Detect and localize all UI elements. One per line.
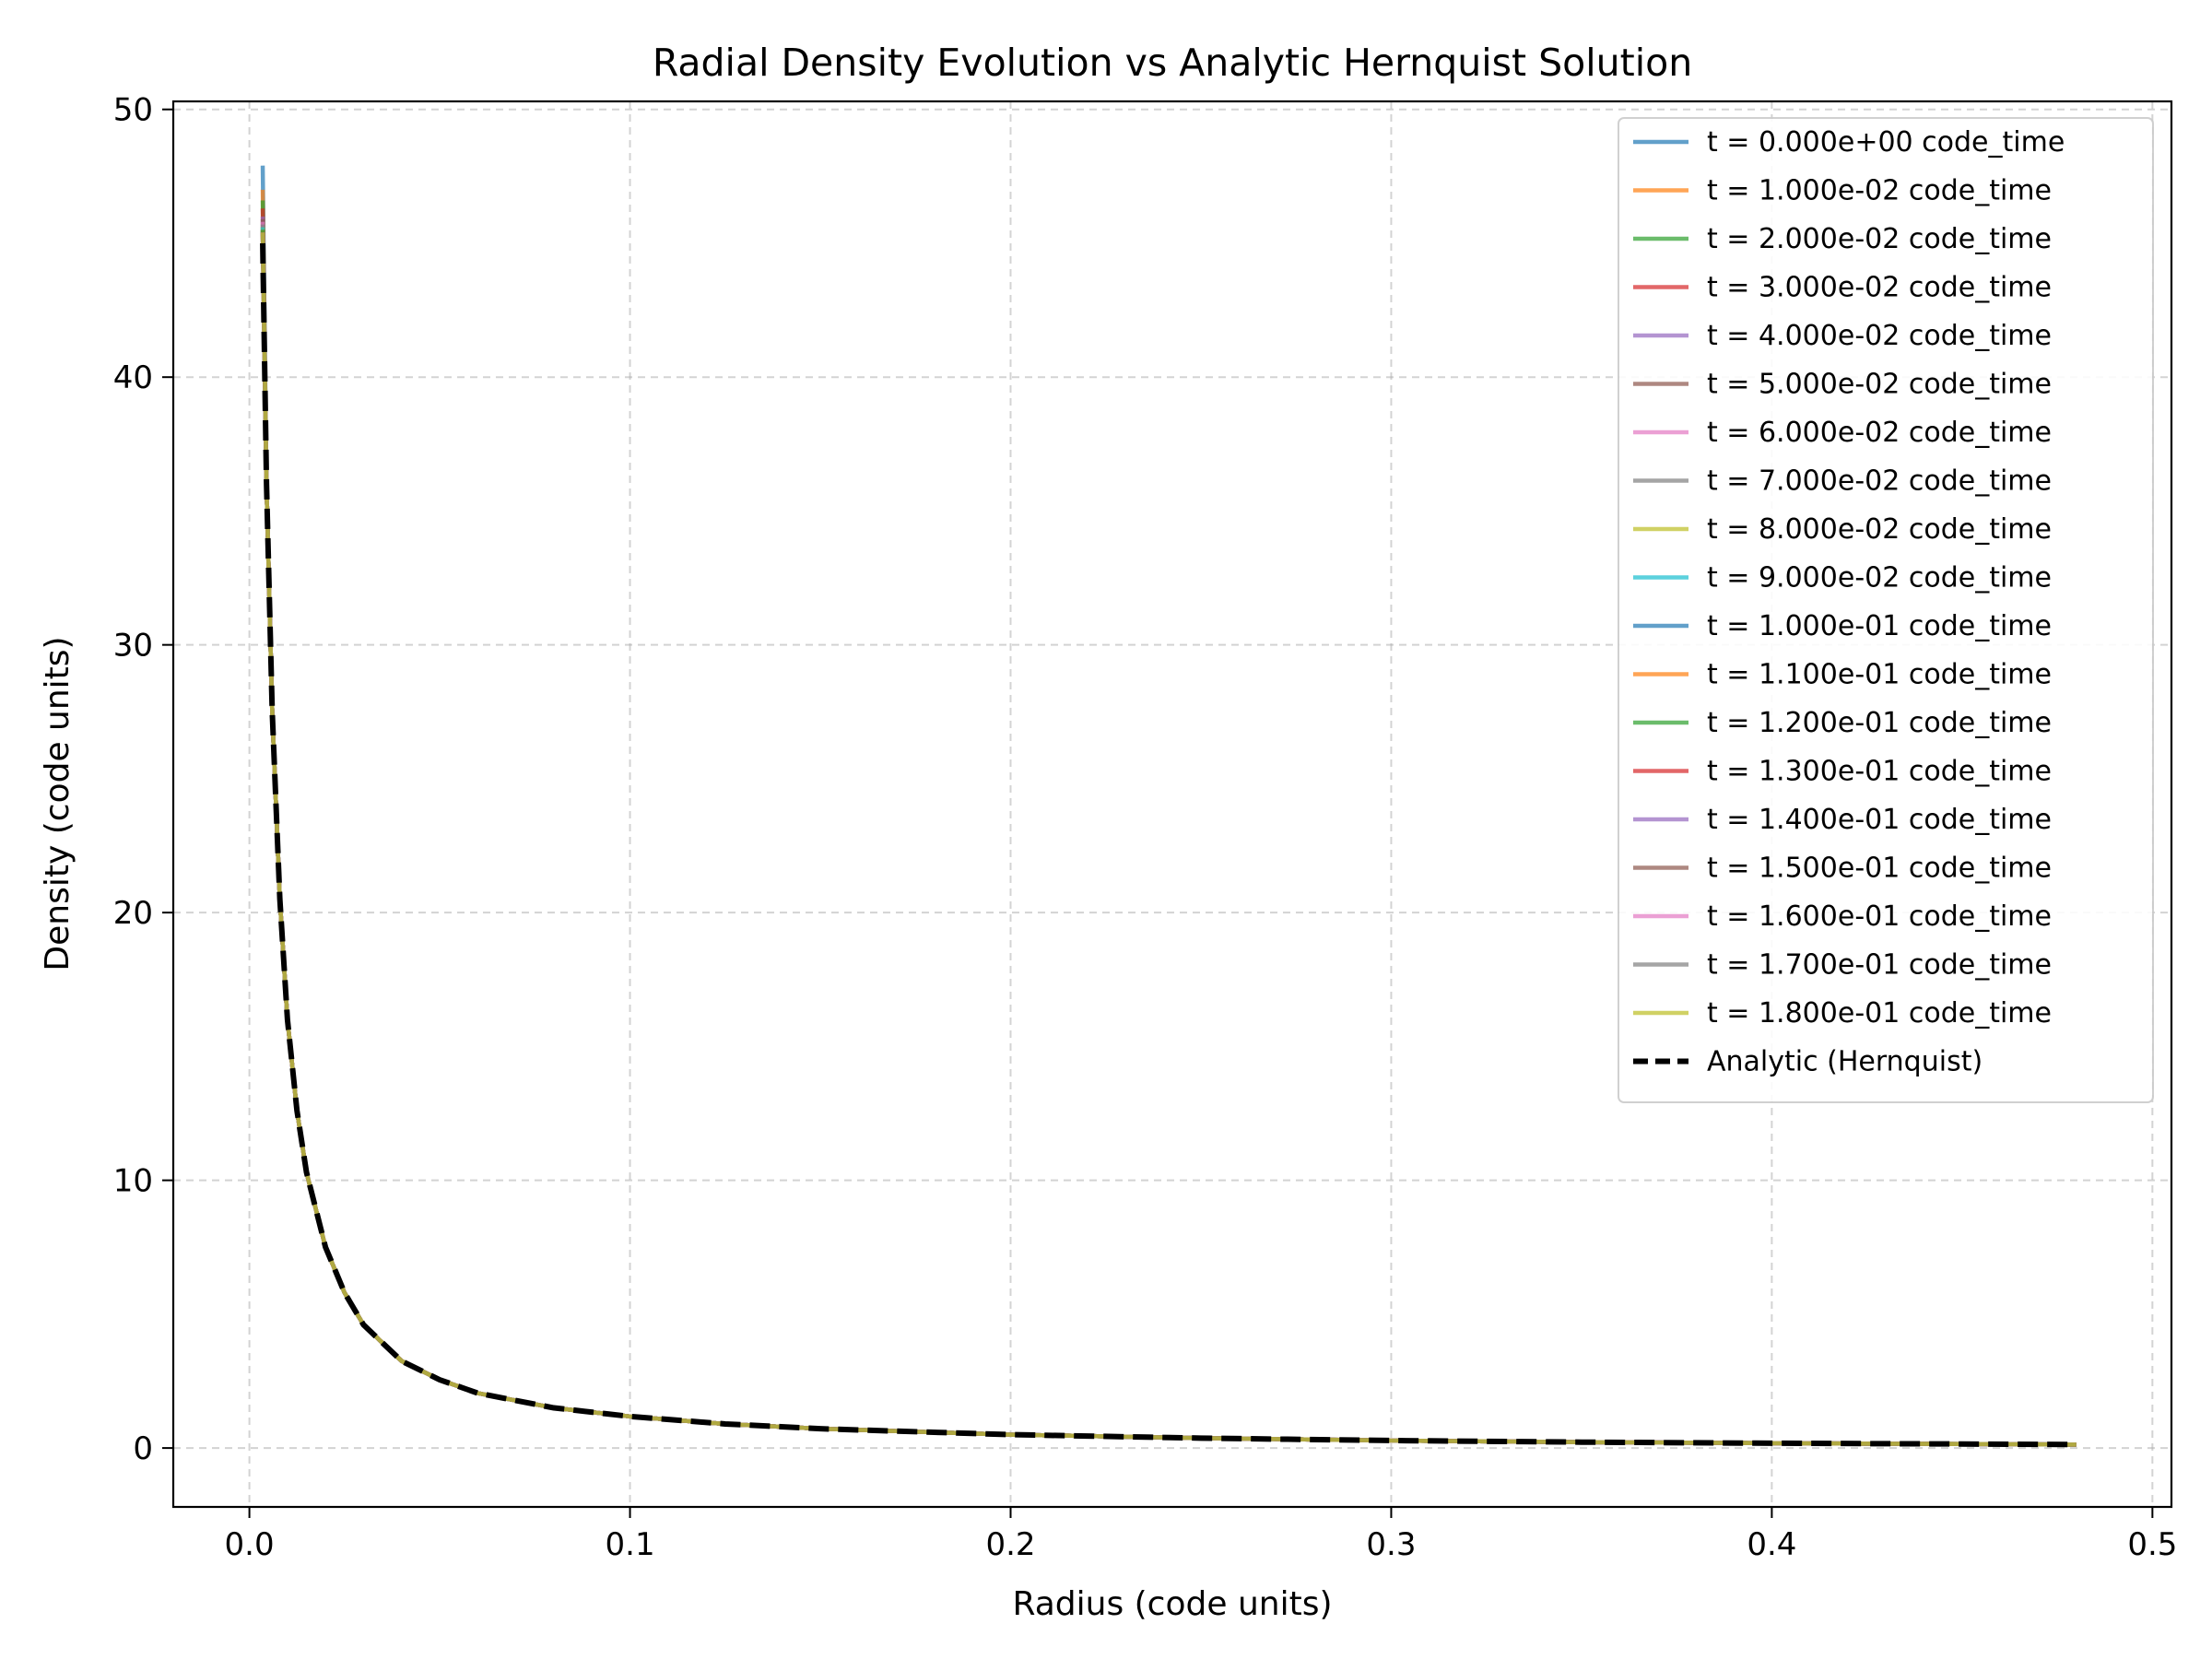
legend-label: t = 1.400e-01 code_time	[1707, 804, 2052, 836]
legend-label: t = 4.000e-02 code_time	[1707, 320, 2052, 352]
plot-frame	[171, 100, 2173, 1509]
legend-label: t = 8.000e-02 code_time	[1707, 513, 2052, 546]
x-tick-label: 0.1	[606, 1526, 655, 1563]
series-layer	[260, 165, 2077, 1448]
legend-label: t = 1.000e-02 code_time	[1707, 175, 2052, 207]
legend-label: t = 7.000e-02 code_time	[1707, 465, 2052, 498]
x-tick-label: 0.2	[985, 1526, 1035, 1563]
y-tick-label: 40	[113, 359, 153, 396]
legend-label: t = 3.000e-02 code_time	[1707, 272, 2052, 304]
y-tick-label: 10	[113, 1163, 153, 1200]
legend-label: t = 9.000e-02 code_time	[1707, 562, 2052, 594]
y-tick-label: 0	[133, 1430, 153, 1467]
legend-label: t = 1.500e-01 code_time	[1707, 853, 2052, 885]
y-tick-label: 30	[113, 628, 153, 665]
x-tick-label: 0.3	[1366, 1526, 1416, 1563]
y-axis-label: Density (code units)	[39, 636, 76, 971]
y-tick-label: 50	[113, 92, 153, 129]
x-tick-label: 0.0	[225, 1526, 275, 1563]
legend-label: t = 1.300e-01 code_time	[1707, 756, 2052, 788]
legend-label: t = 0.000e+00 code_time	[1707, 126, 2065, 159]
analytic-line	[260, 242, 2077, 1448]
ticks: 0.0 0.1 0.2 0.3 0.4 0.5 0 10 20 30 40 50	[113, 92, 2178, 1563]
legend-label: t = 1.000e-01 code_time	[1707, 610, 2052, 642]
legend-label: t = 6.000e-02 code_time	[1707, 417, 2052, 449]
legend-label: t = 1.700e-01 code_time	[1707, 949, 2052, 982]
legend-box	[1618, 117, 2154, 1103]
legend-label: t = 5.000e-02 code_time	[1707, 369, 2052, 401]
x-tick-label: 0.5	[2127, 1526, 2177, 1563]
chart-title: Radial Density Evolution vs Analytic Her…	[653, 41, 1692, 85]
legend-label: t = 1.200e-01 code_time	[1707, 707, 2052, 739]
y-tick-label: 20	[113, 895, 153, 932]
legend-label: t = 2.000e-02 code_time	[1707, 223, 2052, 255]
legend-label: Analytic (Hernquist)	[1707, 1046, 1983, 1078]
legend-label: t = 1.100e-01 code_time	[1707, 659, 2052, 691]
legend-label: t = 1.800e-01 code_time	[1707, 997, 2052, 1030]
legend-label: t = 1.600e-01 code_time	[1707, 900, 2052, 933]
x-axis-label: Radius (code units)	[1012, 1585, 1332, 1623]
x-tick-label: 0.4	[1747, 1526, 1796, 1563]
